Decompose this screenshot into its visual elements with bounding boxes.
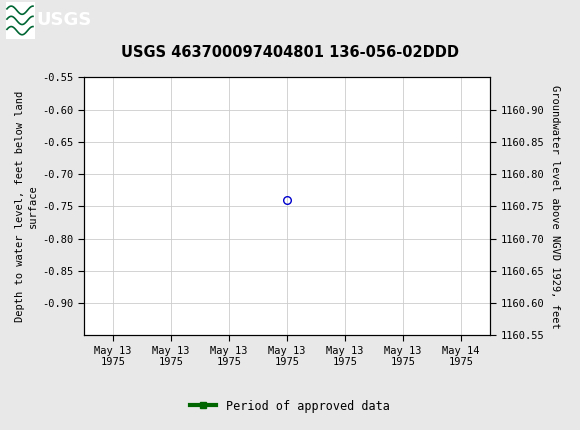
Y-axis label: Depth to water level, feet below land
surface: Depth to water level, feet below land su…	[15, 91, 38, 322]
FancyBboxPatch shape	[6, 2, 35, 39]
Text: USGS 463700097404801 136-056-02DDD: USGS 463700097404801 136-056-02DDD	[121, 45, 459, 60]
Y-axis label: Groundwater level above NGVD 1929, feet: Groundwater level above NGVD 1929, feet	[550, 85, 560, 328]
Legend: Period of approved data: Period of approved data	[186, 395, 394, 418]
Text: USGS: USGS	[36, 12, 92, 29]
